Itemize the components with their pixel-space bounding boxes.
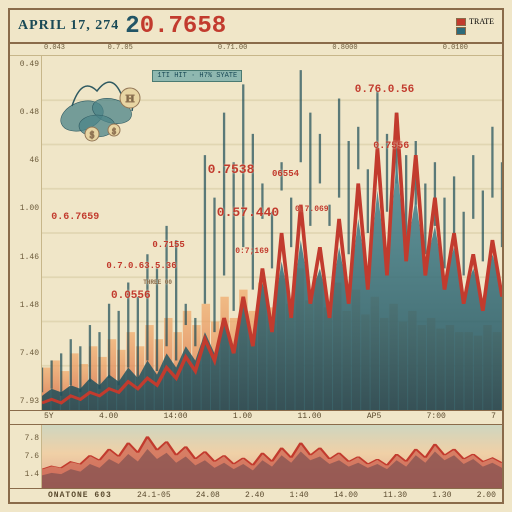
svg-text:$: $ xyxy=(112,127,116,136)
sub-svg xyxy=(42,425,502,488)
sub-y-axis: 7.87.61.4 xyxy=(10,425,42,488)
price-callout: 0.7556 xyxy=(373,141,409,152)
chart-badge: 1TI HIT · H7% SYATE xyxy=(152,70,242,82)
price-headline: 20.7658 xyxy=(125,13,226,40)
price-callout: 0.57.440 xyxy=(217,205,279,220)
legend-label: TRATE xyxy=(469,17,494,26)
legend-swatch xyxy=(456,27,466,35)
sub-plot[interactable] xyxy=(42,425,502,488)
date-label: APRIL 17, 274 xyxy=(18,18,119,34)
legend-swatch xyxy=(456,18,466,26)
chart-inner: APRIL 17, 274 20.7658 TRATE 0.0430.7.050… xyxy=(8,8,504,504)
price-digit: 2 xyxy=(125,13,139,40)
legend-row xyxy=(456,27,494,35)
top-ruler: 0.0430.7.050.71.000.80000.0100 xyxy=(10,44,502,56)
main-x-axis: 5Y4.0014:001.0011.00AP57:007 xyxy=(10,410,502,424)
footer-label: ONATONE 603 xyxy=(44,491,112,500)
price-callout: 0.7538 xyxy=(208,162,255,177)
price-callout: 0.7155 xyxy=(152,240,184,250)
price-callout: 0.7.069 xyxy=(295,205,329,214)
svg-text:$: $ xyxy=(90,130,95,140)
price-value: 0.7658 xyxy=(140,13,226,40)
svg-text:H: H xyxy=(126,93,135,105)
sub-chart[interactable]: 7.87.61.4 xyxy=(10,424,502,488)
chart-frame: APRIL 17, 274 20.7658 TRATE 0.0430.7.050… xyxy=(0,0,512,512)
price-callout: 0:7;169 xyxy=(235,247,269,256)
header: APRIL 17, 274 20.7658 TRATE xyxy=(10,10,502,44)
price-callout: 0.76.0.56 xyxy=(355,84,414,96)
footer-axis: ONATONE 603 24.1-0524.082.401:4014.0011.… xyxy=(10,488,502,502)
price-callout: 0.0556 xyxy=(111,290,151,302)
legend-row: TRATE xyxy=(456,17,494,26)
y-axis: 0.490.48461.001.461.487.407.93 xyxy=(10,56,42,410)
decorative-emblem: H $ $ xyxy=(42,56,162,146)
price-callout: 0.6.7659 xyxy=(51,212,99,223)
main-chart[interactable]: 0.490.48461.001.461.487.407.93 xyxy=(10,56,502,410)
price-callout: 06554 xyxy=(272,169,299,179)
main-plot[interactable]: H $ $ 1TI HIT · H7% SYATE 0.76.0.56 0.7556… xyxy=(42,56,502,410)
price-callout: 0.7.0.63.5.36 xyxy=(106,261,176,271)
price-callout: THREE 00 xyxy=(143,279,172,286)
header-legend: TRATE xyxy=(456,17,494,35)
